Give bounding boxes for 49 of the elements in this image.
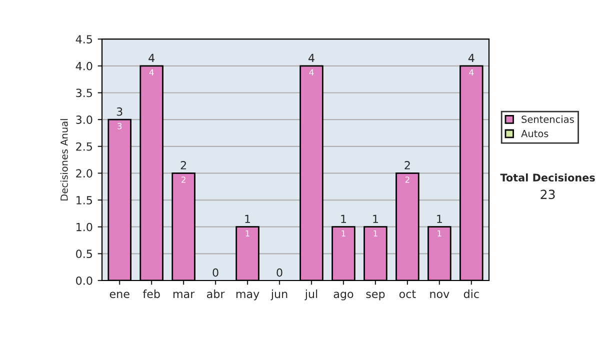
y-axis-title: Decisiones Anual (60, 119, 68, 200)
total-label: 0 (212, 268, 218, 277)
total-label: 2 (180, 161, 186, 170)
data-label: 3 (118, 122, 122, 130)
data-label: 1 (374, 230, 378, 236)
y-tick-label: 0.5 (76, 250, 92, 258)
y-tick-label: 3.0 (76, 116, 92, 124)
total-label: 4 (468, 54, 474, 62)
data-label: 1 (246, 230, 250, 236)
total-label: 1 (341, 214, 346, 223)
x-tick-label: ago (334, 292, 354, 300)
total-label: 1 (437, 214, 442, 223)
total-label: 0 (276, 268, 282, 277)
y-tick-label: 1.0 (76, 222, 92, 232)
x-tick-label: feb (142, 290, 160, 298)
data-label: 4 (149, 69, 154, 76)
total-label: 4 (148, 54, 154, 62)
legend-label: Sentencias (522, 115, 574, 123)
x-tick-label: nov (430, 292, 450, 298)
x-tick-label: ene (110, 292, 130, 298)
x-tick-label: jun (270, 290, 288, 300)
x-tick-label: oct (399, 290, 416, 298)
data-label: 2 (182, 176, 186, 183)
y-tick-label: 4.5 (76, 35, 92, 44)
total-label: 1 (373, 214, 378, 223)
x-tick-label: jul (304, 290, 318, 300)
text: 23 (540, 190, 555, 200)
x-tick-label: sep (366, 292, 385, 300)
data-label: 1 (438, 230, 442, 236)
data-label: 2 (405, 176, 410, 183)
data-label: 4 (309, 69, 314, 76)
total-label: 3 (116, 107, 122, 116)
text: Total Decisiones (500, 173, 595, 182)
y-tick-label: 2.5 (76, 142, 92, 151)
y-tick-label: 2.0 (76, 169, 92, 178)
total-label: 1 (245, 214, 250, 223)
total-label: 4 (308, 54, 314, 62)
data-label: 1 (342, 230, 346, 236)
legend-label: Autos (521, 130, 548, 138)
total-label: 2 (404, 161, 410, 170)
y-tick-label: 3.5 (76, 88, 92, 98)
y-tick-label: 0.0 (76, 276, 92, 285)
x-tick-label: may (236, 292, 260, 300)
data-label: 4 (469, 69, 474, 76)
y-tick-label: 1.5 (76, 196, 92, 204)
x-tick-label: dic (464, 290, 479, 298)
x-tick-label: abr (206, 290, 225, 298)
x-tick-label: mar (173, 292, 195, 298)
y-tick-label: 4.0 (76, 62, 92, 70)
